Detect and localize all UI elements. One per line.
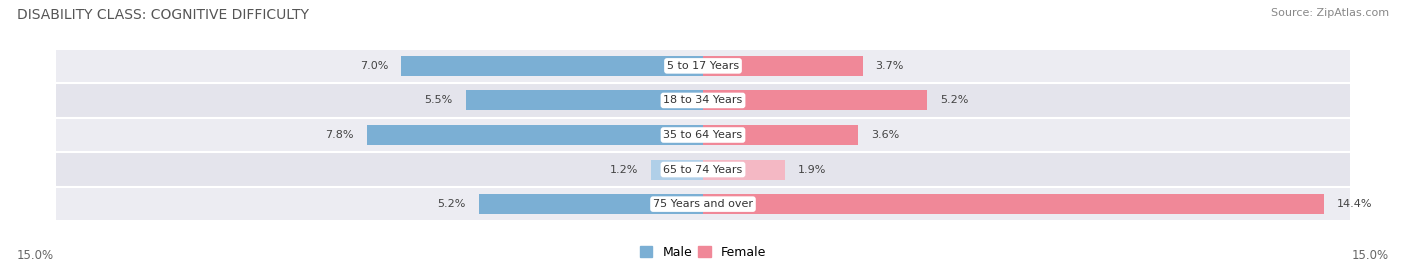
Bar — [56, 83, 1350, 118]
Bar — [56, 118, 1350, 152]
Text: 15.0%: 15.0% — [17, 249, 53, 262]
Text: 1.2%: 1.2% — [610, 164, 638, 175]
Text: 7.8%: 7.8% — [325, 130, 354, 140]
Text: 65 to 74 Years: 65 to 74 Years — [664, 164, 742, 175]
Bar — [703, 194, 1324, 214]
Bar — [703, 56, 862, 76]
Text: 5.2%: 5.2% — [941, 95, 969, 106]
Bar — [56, 187, 1350, 221]
Text: 1.9%: 1.9% — [797, 164, 827, 175]
Bar — [703, 90, 927, 110]
Text: 3.6%: 3.6% — [872, 130, 900, 140]
Text: 5.2%: 5.2% — [437, 199, 465, 209]
Text: DISABILITY CLASS: COGNITIVE DIFFICULTY: DISABILITY CLASS: COGNITIVE DIFFICULTY — [17, 8, 309, 22]
Bar — [367, 125, 703, 145]
Text: Source: ZipAtlas.com: Source: ZipAtlas.com — [1271, 8, 1389, 18]
Text: 3.7%: 3.7% — [876, 61, 904, 71]
Bar — [56, 49, 1350, 83]
Text: 18 to 34 Years: 18 to 34 Years — [664, 95, 742, 106]
Text: 14.4%: 14.4% — [1337, 199, 1372, 209]
Text: 7.0%: 7.0% — [360, 61, 388, 71]
Legend: Male, Female: Male, Female — [636, 241, 770, 264]
Bar — [56, 152, 1350, 187]
Text: 15.0%: 15.0% — [1353, 249, 1389, 262]
Bar — [479, 194, 703, 214]
Text: 75 Years and over: 75 Years and over — [652, 199, 754, 209]
Bar — [465, 90, 703, 110]
Text: 5.5%: 5.5% — [425, 95, 453, 106]
Text: 5 to 17 Years: 5 to 17 Years — [666, 61, 740, 71]
Bar — [651, 160, 703, 180]
Bar — [401, 56, 703, 76]
Bar — [703, 125, 858, 145]
Text: 35 to 64 Years: 35 to 64 Years — [664, 130, 742, 140]
Bar — [703, 160, 785, 180]
